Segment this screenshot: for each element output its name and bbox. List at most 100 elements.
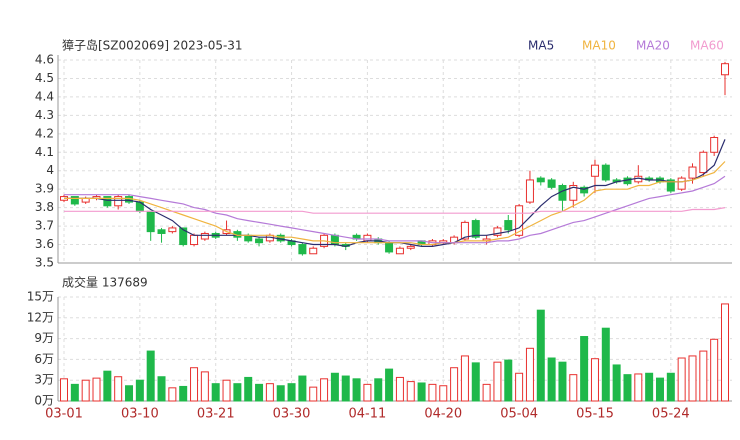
volume-bar xyxy=(70,383,79,402)
x-tick-label: 05-15 xyxy=(576,407,614,422)
y-tick-label: 3.6 xyxy=(35,237,54,251)
x-tick-label: 03-10 xyxy=(121,407,159,422)
candle-body xyxy=(179,227,188,246)
volume-tick-label: 9万 xyxy=(34,331,54,345)
candle-body xyxy=(70,196,79,205)
candle-body xyxy=(699,151,708,174)
volume-bar xyxy=(558,361,567,402)
candle-body xyxy=(200,232,209,240)
volume-bar xyxy=(721,303,729,402)
volume-bar xyxy=(330,372,339,402)
volume-bar xyxy=(276,385,285,402)
volume-bar xyxy=(374,378,383,402)
y-tick-label: 4.1 xyxy=(35,145,54,159)
volume-bar xyxy=(471,362,480,402)
y-tick-label: 4.5 xyxy=(35,71,54,85)
volume-bar xyxy=(666,372,675,402)
volume-bar xyxy=(612,364,621,402)
y-tick-label: 4.2 xyxy=(35,126,54,140)
candle-body xyxy=(168,227,177,233)
x-tick-label: 04-11 xyxy=(349,407,387,422)
volume-tick-label: 15万 xyxy=(27,290,54,304)
volume-bar xyxy=(688,355,697,402)
volume-bar xyxy=(547,357,556,402)
volume-bar xyxy=(601,327,610,402)
candle-body xyxy=(385,242,394,253)
volume-bar xyxy=(417,382,426,402)
x-tick-label: 04-20 xyxy=(424,407,462,422)
volume-bar xyxy=(677,357,686,402)
volume-bar xyxy=(135,379,144,402)
volume-bar xyxy=(395,376,404,402)
candle-body xyxy=(114,196,123,207)
legend-entry: MA10 xyxy=(582,39,616,53)
volume-bar xyxy=(352,378,361,402)
candle-body xyxy=(666,179,675,192)
candle-body xyxy=(103,196,112,207)
volume-bar xyxy=(699,350,708,402)
candle-body xyxy=(493,227,502,236)
volume-bar xyxy=(645,372,654,402)
legend-entry: MA5 xyxy=(528,39,554,53)
volume-bar xyxy=(200,371,209,402)
volume-title: 成交量 137689 xyxy=(62,275,148,290)
x-tick-label: 03-30 xyxy=(273,407,311,422)
volume-bar xyxy=(157,376,166,402)
volume-bar xyxy=(125,385,134,402)
candle-body xyxy=(363,234,372,242)
candle-body xyxy=(309,247,318,255)
volume-bar xyxy=(623,374,632,402)
volume-bar xyxy=(298,375,307,402)
volume-bar xyxy=(525,347,534,402)
legend-entry: MA60 xyxy=(690,39,724,53)
candle-body xyxy=(677,177,686,190)
volume-tick-label: 0万 xyxy=(34,394,54,408)
volume-bar xyxy=(460,355,469,402)
candle-body xyxy=(460,221,469,240)
candle-body xyxy=(471,220,480,238)
candle-body xyxy=(525,179,534,203)
volume-bar xyxy=(363,383,372,402)
volume-bar xyxy=(60,378,68,402)
volume-bar xyxy=(287,383,296,402)
volume-bar xyxy=(114,376,123,402)
candle-body xyxy=(146,210,155,233)
volume-bar xyxy=(482,383,491,402)
candle-body xyxy=(298,244,307,255)
volume-bar xyxy=(341,375,350,402)
volume-bar xyxy=(211,383,220,402)
volume-bar xyxy=(655,377,664,402)
volume-bar xyxy=(580,336,589,402)
y-tick-label: 4 xyxy=(46,163,54,177)
candle-body xyxy=(580,186,589,194)
volume-bar xyxy=(103,370,112,402)
candle-body xyxy=(504,220,513,231)
volume-bar xyxy=(590,358,599,402)
volume-bar xyxy=(168,387,177,402)
volume-tick-label: 6万 xyxy=(34,352,54,366)
volume-bar xyxy=(634,373,643,402)
volume-bar xyxy=(493,361,502,402)
candle-body xyxy=(515,205,524,236)
candle-body xyxy=(395,247,404,255)
x-tick-label: 03-01 xyxy=(45,407,83,422)
legend-entry: MA20 xyxy=(636,39,670,53)
ma-line xyxy=(64,207,726,214)
y-tick-label: 3.9 xyxy=(35,182,54,196)
volume-bar xyxy=(265,383,274,402)
x-tick-label: 05-24 xyxy=(652,407,690,422)
volume-bar xyxy=(710,338,719,402)
candle-body xyxy=(710,137,719,153)
ma-line xyxy=(64,175,726,244)
y-tick-label: 4.3 xyxy=(35,108,54,122)
volume-bar xyxy=(222,379,231,402)
candle-body xyxy=(601,164,610,181)
candle-body xyxy=(190,234,199,246)
candle-body xyxy=(590,164,599,177)
candle-body xyxy=(569,184,578,201)
volume-bar xyxy=(569,374,578,402)
volume-bar xyxy=(244,376,253,402)
volume-bar xyxy=(504,359,513,402)
volume-bar xyxy=(428,383,437,402)
